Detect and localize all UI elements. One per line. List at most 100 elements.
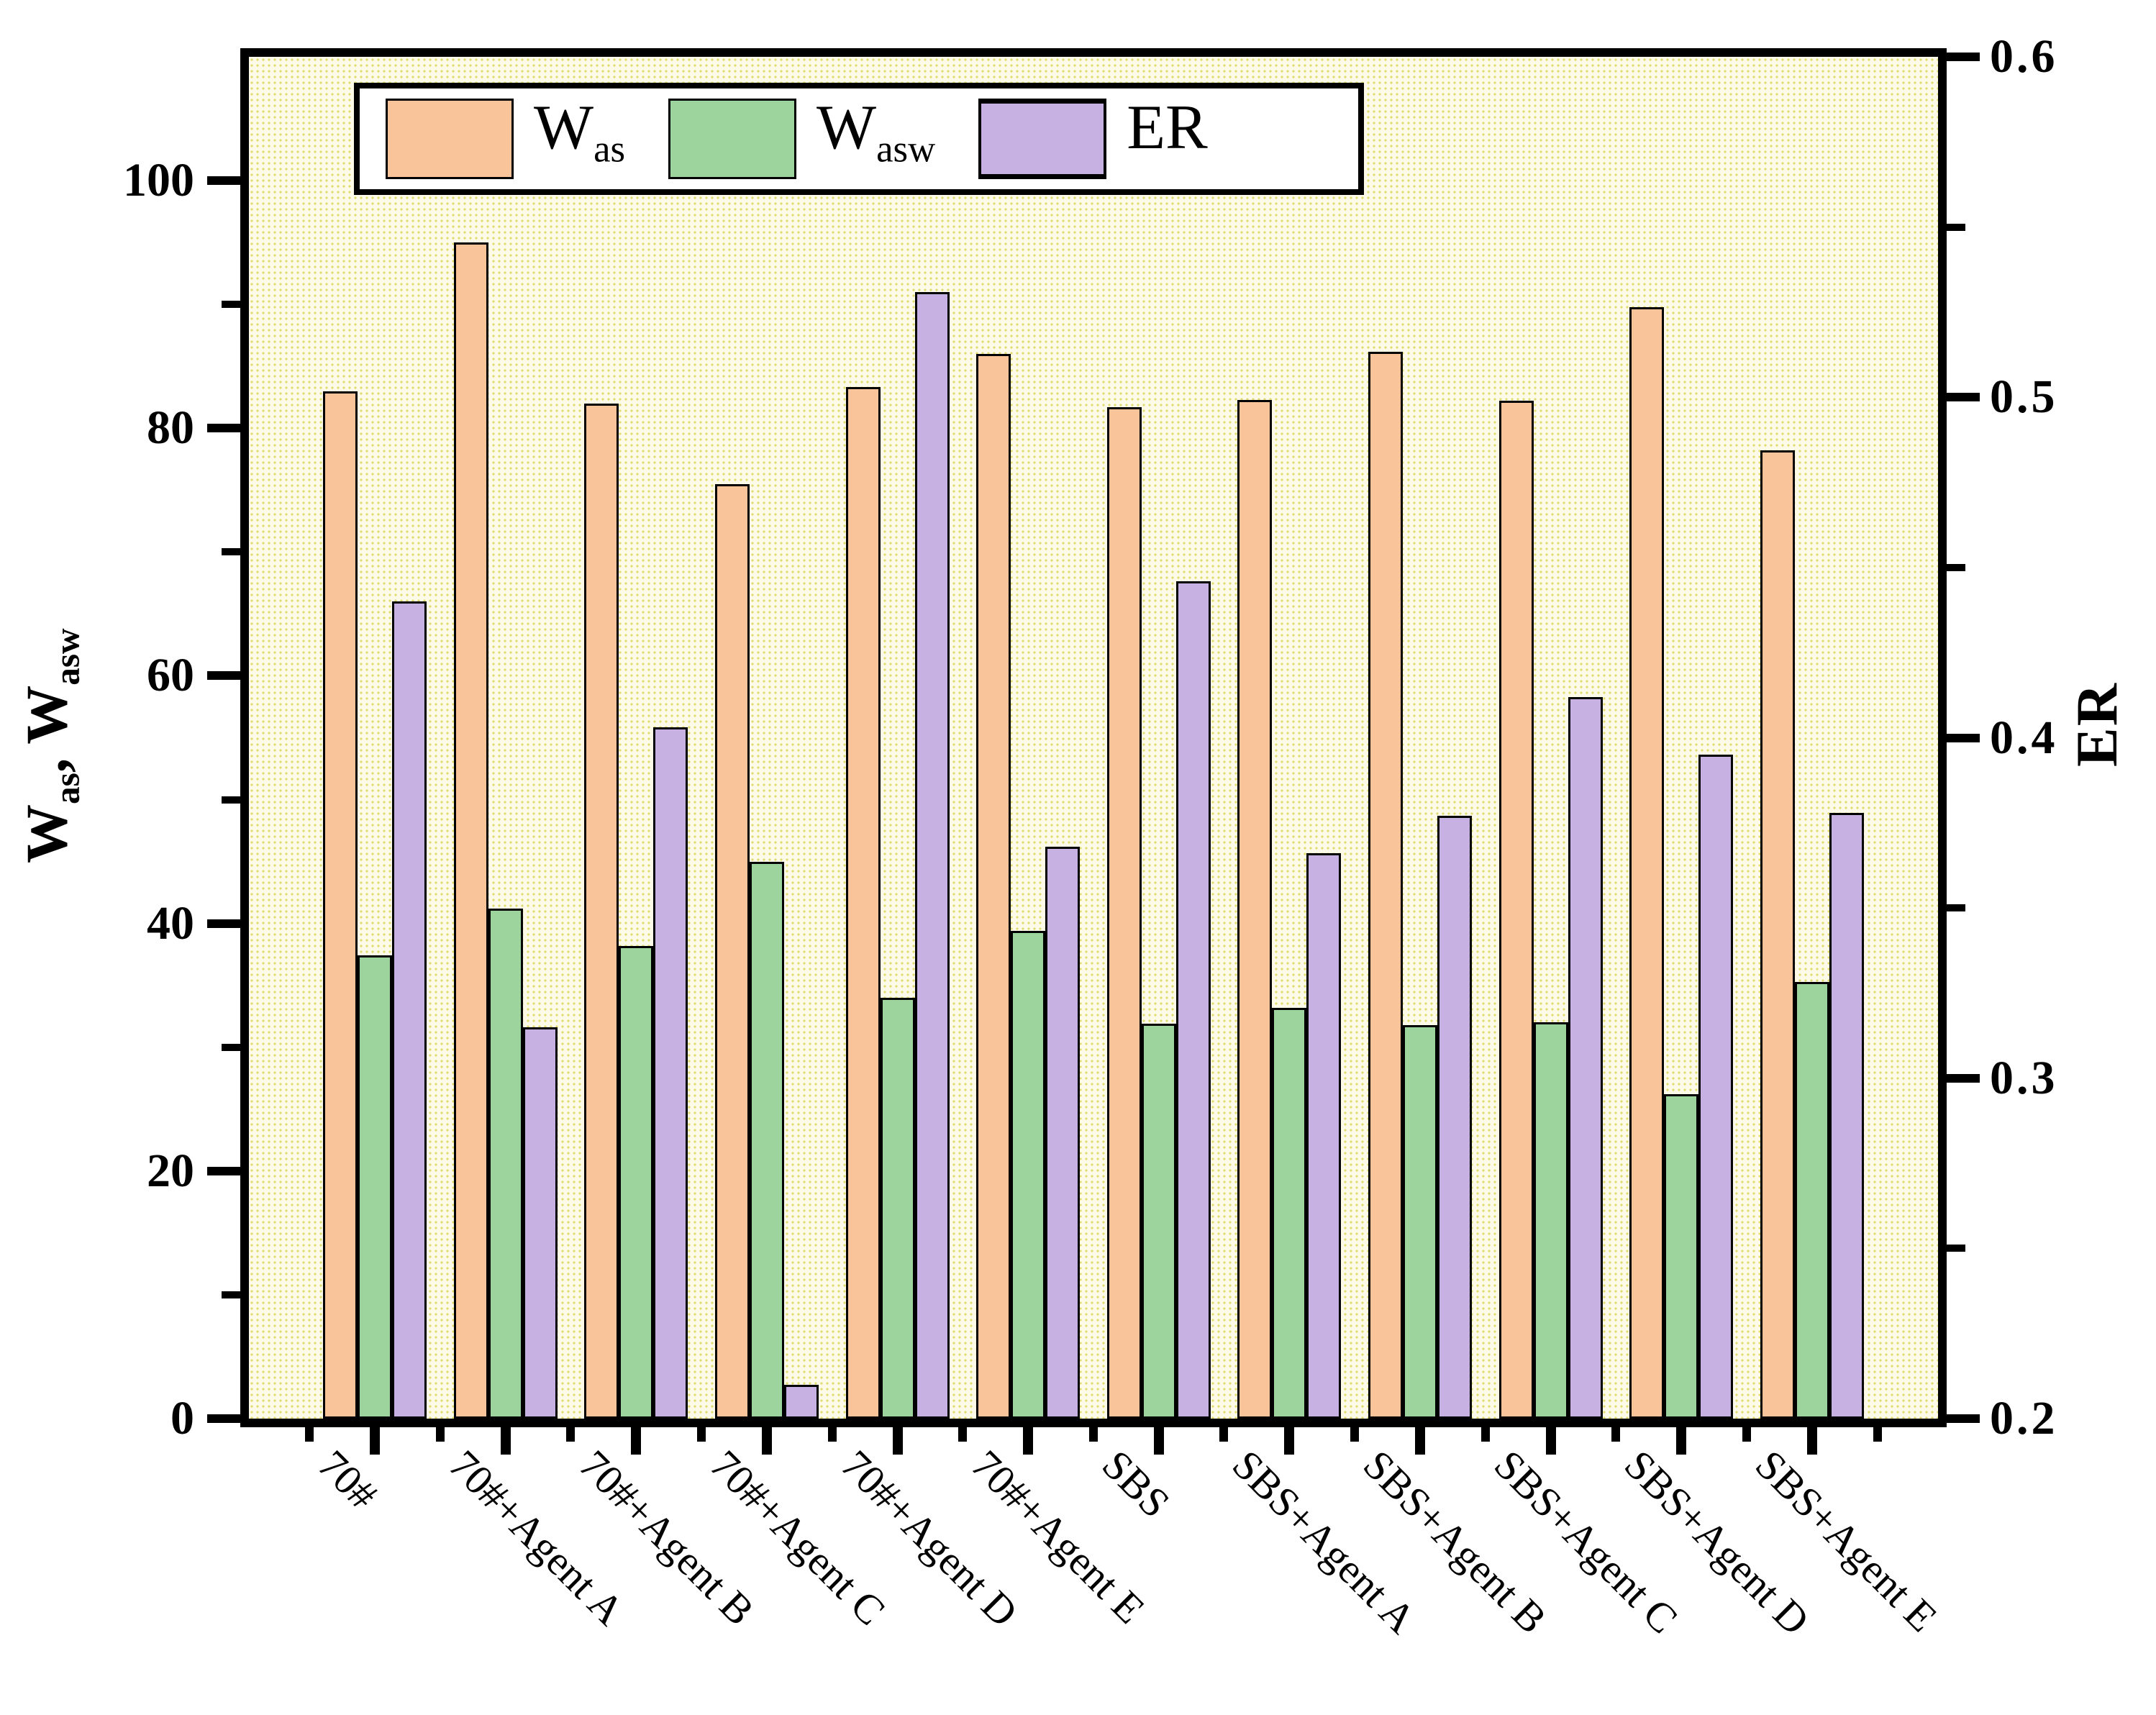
y-right-major-tick-0.6 xyxy=(1947,53,1980,61)
x-major-tick-6 xyxy=(1153,1427,1164,1455)
legend-entry-er: ER xyxy=(978,92,1222,186)
bar-wasw-1 xyxy=(488,909,523,1419)
bar-was-6 xyxy=(1106,407,1142,1419)
x-major-tick-3 xyxy=(761,1427,772,1455)
x-major-tick-0 xyxy=(370,1427,380,1455)
x-category-label-6: SBS xyxy=(1093,1441,1179,1527)
x-major-tick-9 xyxy=(1545,1427,1556,1455)
y-left-tick-label-20: 20 xyxy=(147,1144,194,1197)
bar-was-4 xyxy=(845,387,881,1419)
y-right-major-tick-0.2 xyxy=(1947,1414,1980,1423)
bar-er-5 xyxy=(1045,847,1081,1419)
bar-er-10 xyxy=(1698,755,1734,1419)
x-major-tick-5 xyxy=(1023,1427,1034,1455)
y-right-major-tick-0.4 xyxy=(1947,733,1980,742)
bar-er-0 xyxy=(392,601,427,1419)
bar-wasw-7 xyxy=(1272,1008,1307,1419)
legend-swatch-er xyxy=(978,99,1107,179)
x-major-tick-10 xyxy=(1676,1427,1687,1455)
bar-wasw-4 xyxy=(880,998,915,1419)
y-right-minor-tick-0.25 xyxy=(1947,1245,1965,1252)
legend-entry-wasw: Wasw xyxy=(668,92,978,186)
bar-wasw-11 xyxy=(1795,982,1830,1419)
bar-wasw-10 xyxy=(1664,1094,1699,1419)
y-left-minor-tick-90 xyxy=(222,301,240,309)
y-left-tick-label-100: 100 xyxy=(123,154,194,207)
plot-area: Was Wasw ER xyxy=(240,48,1947,1427)
bar-was-5 xyxy=(976,354,1011,1419)
y-left-minor-tick-10 xyxy=(222,1291,240,1298)
bar-wasw-8 xyxy=(1403,1025,1438,1419)
bar-wasw-0 xyxy=(358,955,392,1419)
y-left-major-tick-0 xyxy=(207,1414,240,1423)
legend: Was Wasw ER xyxy=(354,83,1364,195)
x-minor-tick-6 xyxy=(1088,1427,1098,1442)
x-minor-tick-7 xyxy=(1219,1427,1229,1442)
y-right-tick-label-0.2: 0.2 xyxy=(1990,1392,2058,1445)
y-right-major-tick-0.3 xyxy=(1947,1073,1980,1083)
x-minor-tick-8 xyxy=(1350,1427,1360,1442)
y-left-minor-tick-50 xyxy=(222,796,240,804)
bar-wasw-9 xyxy=(1533,1022,1568,1419)
y-right-major-tick-0.5 xyxy=(1947,393,1980,402)
bar-er-4 xyxy=(914,292,950,1419)
x-minor-tick-2 xyxy=(566,1427,576,1442)
legend-label-was: Was xyxy=(534,93,626,170)
bar-er-2 xyxy=(653,727,688,1419)
y-left-major-tick-100 xyxy=(207,176,240,186)
bar-was-9 xyxy=(1498,401,1534,1419)
y-right-tick-label-0.4: 0.4 xyxy=(1990,711,2058,764)
legend-swatch-was xyxy=(386,99,514,179)
y-right-tick-label-0.6: 0.6 xyxy=(1990,30,2058,83)
bar-was-3 xyxy=(714,484,750,1419)
x-minor-tick-9 xyxy=(1480,1427,1490,1442)
bar-wasw-2 xyxy=(619,946,654,1419)
y-left-tick-label-0: 0 xyxy=(170,1392,194,1445)
x-major-tick-8 xyxy=(1415,1427,1426,1455)
bar-was-11 xyxy=(1760,450,1796,1419)
bar-was-1 xyxy=(453,242,488,1419)
x-major-tick-11 xyxy=(1807,1427,1818,1455)
x-major-tick-7 xyxy=(1284,1427,1295,1455)
bar-er-3 xyxy=(783,1385,819,1419)
bar-was-7 xyxy=(1237,400,1273,1419)
bar-wasw-6 xyxy=(1141,1024,1176,1419)
legend-swatch-wasw xyxy=(668,99,797,179)
y-left-tick-label-60: 60 xyxy=(147,649,194,702)
bar-was-8 xyxy=(1368,352,1404,1419)
x-major-tick-2 xyxy=(631,1427,642,1455)
bar-wasw-5 xyxy=(1011,931,1046,1419)
legend-label-er: ER xyxy=(1127,93,1208,163)
legend-entry-was: Was xyxy=(386,92,668,186)
bar-er-8 xyxy=(1437,816,1473,1419)
bar-wasw-3 xyxy=(749,862,784,1419)
x-major-tick-1 xyxy=(500,1427,511,1455)
y-left-major-tick-40 xyxy=(207,919,240,928)
x-minor-tick-4 xyxy=(827,1427,837,1442)
bar-was-10 xyxy=(1629,307,1665,1419)
bar-was-0 xyxy=(323,391,358,1419)
plot-inner xyxy=(249,57,1938,1419)
x-major-tick-4 xyxy=(892,1427,903,1455)
x-minor-tick-11 xyxy=(1742,1427,1752,1442)
y-left-tick-label-80: 80 xyxy=(147,401,194,455)
y-right-minor-tick-0.55 xyxy=(1947,223,1965,231)
y-left-tick-label-40: 40 xyxy=(147,896,194,950)
legend-label-wasw: Wasw xyxy=(817,93,936,170)
y-left-minor-tick-30 xyxy=(222,1043,240,1051)
x-minor-tick-1 xyxy=(435,1427,445,1442)
y-right-minor-tick-0.35 xyxy=(1947,904,1965,912)
y-right-tick-label-0.5: 0.5 xyxy=(1990,370,2058,424)
y-left-major-tick-60 xyxy=(207,671,240,681)
x-minor-tick-10 xyxy=(1611,1427,1621,1442)
bar-er-7 xyxy=(1306,853,1342,1419)
bar-er-9 xyxy=(1568,697,1603,1419)
y-left-minor-tick-70 xyxy=(222,548,240,556)
x-minor-tick-0 xyxy=(305,1427,314,1442)
x-minor-tick-5 xyxy=(958,1427,968,1442)
x-minor-tick-12 xyxy=(1873,1427,1882,1442)
bar-er-1 xyxy=(522,1027,558,1419)
y-right-minor-tick-0.45 xyxy=(1947,563,1965,571)
bar-er-6 xyxy=(1175,581,1211,1419)
